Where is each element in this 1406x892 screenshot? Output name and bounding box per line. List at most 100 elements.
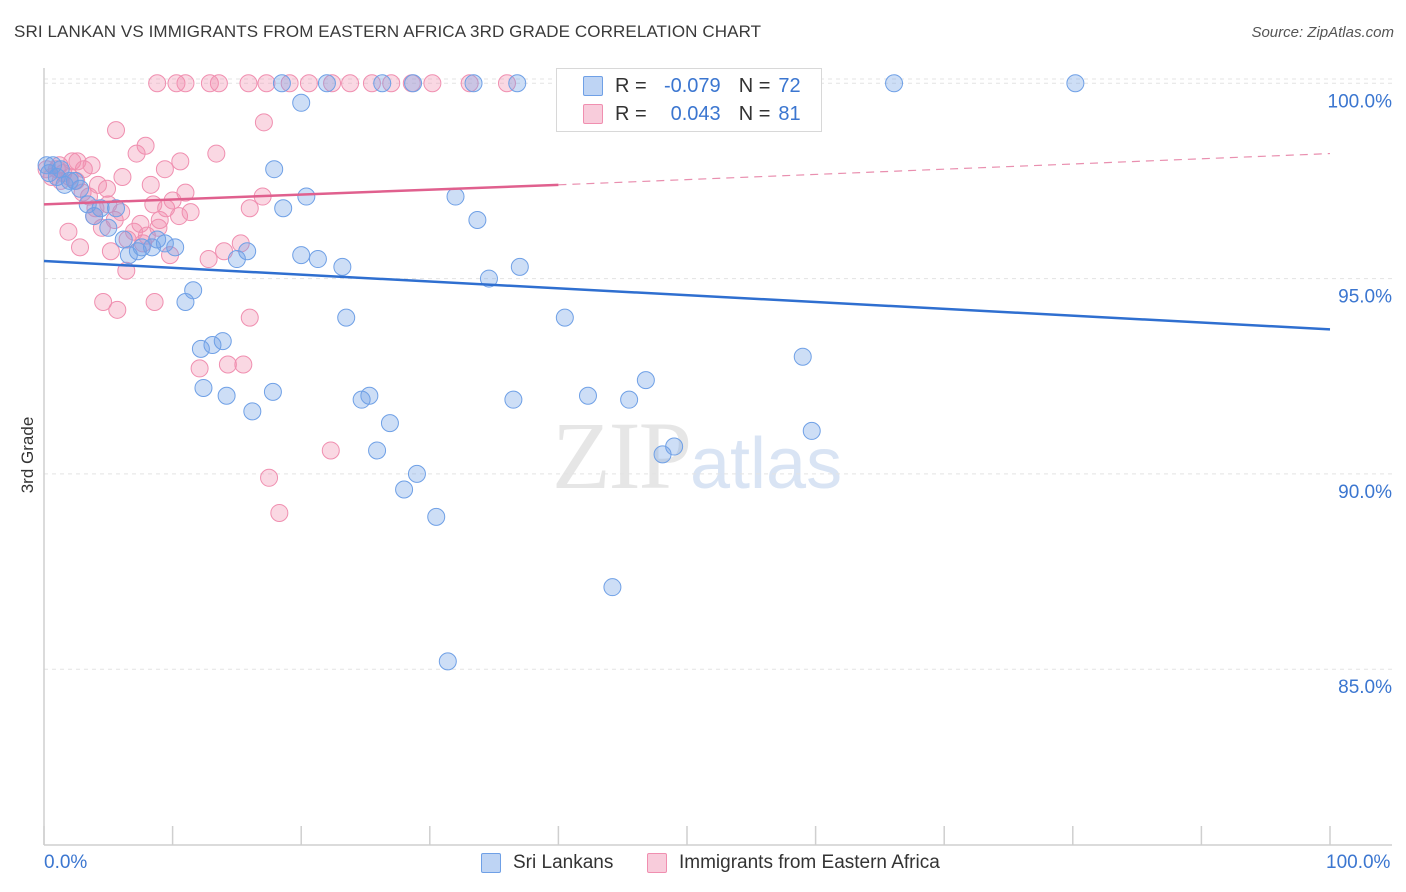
series-sri-lankans-points bbox=[37, 74, 1085, 671]
eastern-africa-point bbox=[148, 74, 167, 93]
eastern-africa-point bbox=[181, 203, 200, 222]
sri-lankan-point bbox=[184, 281, 203, 300]
sri-lankan-point bbox=[292, 93, 311, 112]
eastern-africa-point bbox=[108, 300, 127, 319]
sri-lankan-point bbox=[107, 199, 126, 218]
sri-lankan-point bbox=[802, 421, 821, 440]
x-axis-max-label: 100.0% bbox=[1326, 852, 1391, 873]
sri-lankan-point bbox=[427, 507, 446, 526]
sri-lankan-point bbox=[203, 335, 222, 354]
eastern-africa-point bbox=[341, 74, 360, 93]
sri-lankan-point bbox=[155, 234, 174, 253]
eastern-africa-point bbox=[131, 214, 150, 233]
legend-n-label: N = bbox=[738, 74, 771, 97]
sri-lankan-point bbox=[793, 347, 812, 366]
sri-lankan-point bbox=[368, 441, 387, 460]
sri-lankan-point bbox=[407, 464, 426, 483]
sri-lankan-point bbox=[60, 171, 79, 190]
sri-lankan-point bbox=[292, 246, 311, 265]
axes bbox=[43, 68, 1392, 846]
y-tick-label: 100.0% bbox=[1328, 91, 1393, 112]
eastern-africa-point bbox=[101, 242, 120, 261]
eastern-africa-point bbox=[199, 250, 218, 269]
eastern-africa-point bbox=[127, 144, 146, 163]
sri-lankan-point bbox=[578, 386, 597, 405]
watermark-zip: ZIP bbox=[552, 402, 692, 509]
sri-lankan-point bbox=[468, 210, 487, 229]
eastern-africa-trend-extension bbox=[558, 152, 1331, 186]
eastern-africa-point bbox=[254, 113, 273, 132]
eastern-africa-point bbox=[240, 199, 259, 218]
sri-lankan-point bbox=[166, 238, 185, 257]
sri-lankan-point bbox=[297, 187, 316, 206]
legend-n-value: 72 bbox=[778, 74, 801, 97]
eastern-africa-point bbox=[240, 308, 259, 327]
sri-lankan-point bbox=[114, 230, 133, 249]
sri-lankan-point bbox=[227, 250, 246, 269]
chart-title: SRI LANKAN VS IMMIGRANTS FROM EASTERN AF… bbox=[14, 22, 762, 41]
sri-lankan-point bbox=[99, 218, 118, 237]
sri-lankan-point bbox=[464, 74, 483, 93]
sri-lankan-point bbox=[510, 257, 529, 276]
sri-lankan-point bbox=[620, 390, 639, 409]
series-eastern-africa-points bbox=[37, 74, 516, 522]
eastern-africa-point bbox=[107, 121, 126, 140]
eastern-africa-point bbox=[59, 222, 78, 241]
eastern-africa-point bbox=[170, 207, 189, 226]
legend-r-value: 0.043 bbox=[670, 102, 721, 125]
sri-lankan-point bbox=[71, 179, 90, 198]
sri-lankan-point bbox=[555, 308, 574, 327]
eastern-africa-point bbox=[423, 74, 442, 93]
sri-lankan-point bbox=[508, 74, 527, 93]
sri-lankan-point bbox=[217, 386, 236, 405]
legend-n-label: N = bbox=[738, 102, 771, 125]
eastern-africa-trend-line bbox=[43, 183, 559, 206]
series-legend-swatch-blue bbox=[481, 853, 501, 873]
sri-lankan-point bbox=[265, 160, 284, 179]
eastern-africa-point bbox=[71, 238, 90, 257]
sri-lankan-point bbox=[194, 378, 213, 397]
eastern-africa-point bbox=[94, 293, 113, 312]
y-tick-label: 95.0% bbox=[1338, 287, 1392, 308]
sri-lankan-point bbox=[603, 578, 622, 597]
sri-lankan-point bbox=[337, 308, 356, 327]
series-legend-label: Immigrants from Eastern Africa bbox=[679, 852, 940, 873]
sri-lankan-point bbox=[360, 386, 379, 405]
eastern-africa-point bbox=[167, 74, 186, 93]
sri-lankan-point bbox=[373, 74, 392, 93]
sri-lankan-point bbox=[404, 74, 423, 93]
sri-lankan-point bbox=[446, 187, 465, 206]
sri-lankan-point bbox=[191, 339, 210, 358]
sri-lankan-point bbox=[317, 74, 336, 93]
sri-lankan-point bbox=[263, 382, 282, 401]
eastern-africa-point bbox=[299, 74, 318, 93]
sri-lankan-point bbox=[238, 242, 257, 261]
sri-lankan-point bbox=[132, 238, 151, 257]
series-legend: Sri Lankans Immigrants from Eastern Afri… bbox=[0, 852, 1406, 878]
legend-row-eastern-africa: R = 0.043 N = 81 bbox=[557, 101, 801, 127]
sri-lankan-point bbox=[213, 332, 232, 351]
eastern-africa-point bbox=[176, 74, 195, 93]
sri-lankan-point bbox=[274, 199, 293, 218]
legend-r-label: R = bbox=[615, 102, 647, 125]
trend-lines bbox=[43, 152, 1331, 331]
eastern-africa-point bbox=[155, 160, 174, 179]
eastern-africa-point bbox=[209, 74, 228, 93]
eastern-africa-point bbox=[89, 175, 108, 194]
eastern-africa-point bbox=[280, 74, 299, 93]
x-axis-min-label: 0.0% bbox=[44, 852, 88, 873]
sri-lankans-trend-line bbox=[43, 259, 1331, 331]
series-legend-label: Sri Lankans bbox=[513, 852, 614, 873]
sri-lankan-point bbox=[504, 390, 523, 409]
sri-lankan-point bbox=[395, 480, 414, 499]
eastern-africa-point bbox=[145, 293, 164, 312]
sri-lankan-point bbox=[272, 74, 291, 93]
chart-source: Source: ZipAtlas.com bbox=[1251, 24, 1394, 41]
eastern-africa-point bbox=[270, 503, 289, 522]
series-legend-eastern-africa: Immigrants from Eastern Africa bbox=[647, 852, 940, 874]
sri-lankan-point bbox=[438, 652, 457, 671]
eastern-africa-point bbox=[136, 136, 155, 155]
gridlines bbox=[44, 78, 1392, 670]
eastern-africa-point bbox=[176, 183, 195, 202]
